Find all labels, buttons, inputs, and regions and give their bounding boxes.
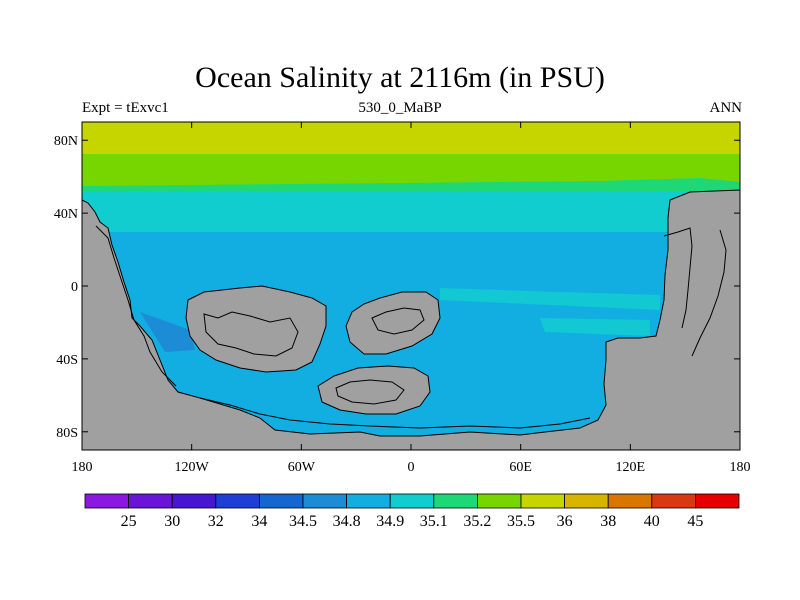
land-eastern-island xyxy=(345,291,441,355)
colorbar-label: 40 xyxy=(644,513,660,530)
colorbar-swatch xyxy=(128,493,173,509)
colorbar-swatch xyxy=(258,493,304,509)
colorbar-label: 35.5 xyxy=(507,513,535,530)
lon-tick-label: 60E xyxy=(509,460,532,475)
map-panel xyxy=(82,122,740,450)
colorbar-label: 36 xyxy=(557,513,573,530)
colorbar-label: 38 xyxy=(600,513,616,530)
coastline-east-lobe xyxy=(691,229,727,357)
lon-tick-label: 0 xyxy=(408,460,415,475)
colorbar-swatch xyxy=(607,493,653,509)
colorbar-swatch xyxy=(389,493,435,509)
colorbar-label: 32 xyxy=(208,513,224,530)
colorbar-label: 35.1 xyxy=(420,513,448,530)
coastline-south-rim xyxy=(199,397,591,429)
colorbar-swatch xyxy=(171,493,217,509)
colorbar-swatch xyxy=(84,493,129,509)
colorbar-swatch xyxy=(564,493,609,509)
colorbar-label: 34.8 xyxy=(333,513,361,530)
season-label: ANN xyxy=(709,100,743,116)
lat-tick-label: 80N xyxy=(54,134,78,149)
colorbar-label: 34.9 xyxy=(376,513,404,530)
land-southern-island xyxy=(317,365,431,415)
colorbar-label: 45 xyxy=(687,513,703,530)
coastline-southern-inner xyxy=(335,379,405,405)
coastline-island-inner xyxy=(371,307,425,335)
period-label: 530_0_MaBP xyxy=(358,100,442,116)
colorbar: 25 30 32 34 34.5 34.8 34.9 35.1 35.2 35.5 36 38 40 45 xyxy=(84,493,740,530)
salinity-band-north-ocean xyxy=(82,192,740,232)
lat-tick-label: 80S xyxy=(56,426,78,441)
lon-tick-label: 60W xyxy=(288,460,316,475)
lon-tick-label: 120W xyxy=(175,460,210,475)
latitude-axis: 80N 40N 0 40S 80S xyxy=(54,134,740,441)
map-title: Ocean Salinity at 2116m (in PSU) xyxy=(195,61,605,94)
lon-tick-label: 180 xyxy=(72,460,93,475)
colorbar-swatch xyxy=(476,493,522,509)
colorbar-swatch xyxy=(346,493,391,509)
salinity-patch-east xyxy=(540,318,650,336)
salinity-patch-low xyxy=(140,312,195,352)
colorbar-swatch xyxy=(302,493,347,509)
salinity-patch-equator xyxy=(440,288,660,310)
colorbar-label: 34.5 xyxy=(289,513,317,530)
colorbar-label: 30 xyxy=(164,513,180,530)
land-central-continent xyxy=(185,285,327,373)
colorbar-swatch xyxy=(695,493,740,509)
colorbar-swatch xyxy=(433,493,478,509)
colorbar-swatch xyxy=(520,493,565,509)
lat-tick-label: 0 xyxy=(71,280,78,295)
colorbar-label: 35.2 xyxy=(463,513,491,530)
land-western-continent xyxy=(82,189,740,450)
experiment-label: Expt = tExvc1 xyxy=(82,100,169,116)
coastline-central-inner xyxy=(203,311,299,357)
colorbar-swatch xyxy=(651,493,696,509)
lat-tick-label: 40S xyxy=(56,353,78,368)
lat-tick-label: 40N xyxy=(54,207,78,222)
longitude-axis: 180 120W 60W 0 60E 120E 180 xyxy=(72,122,751,475)
coastline-interior-west xyxy=(95,225,177,387)
lon-tick-label: 120E xyxy=(616,460,646,475)
colorbar-label: 25 xyxy=(121,513,137,530)
colorbar-swatch xyxy=(215,493,260,509)
lon-tick-label: 180 xyxy=(730,460,751,475)
coastline-east-inner xyxy=(663,227,693,329)
colorbar-label: 34 xyxy=(251,513,267,530)
